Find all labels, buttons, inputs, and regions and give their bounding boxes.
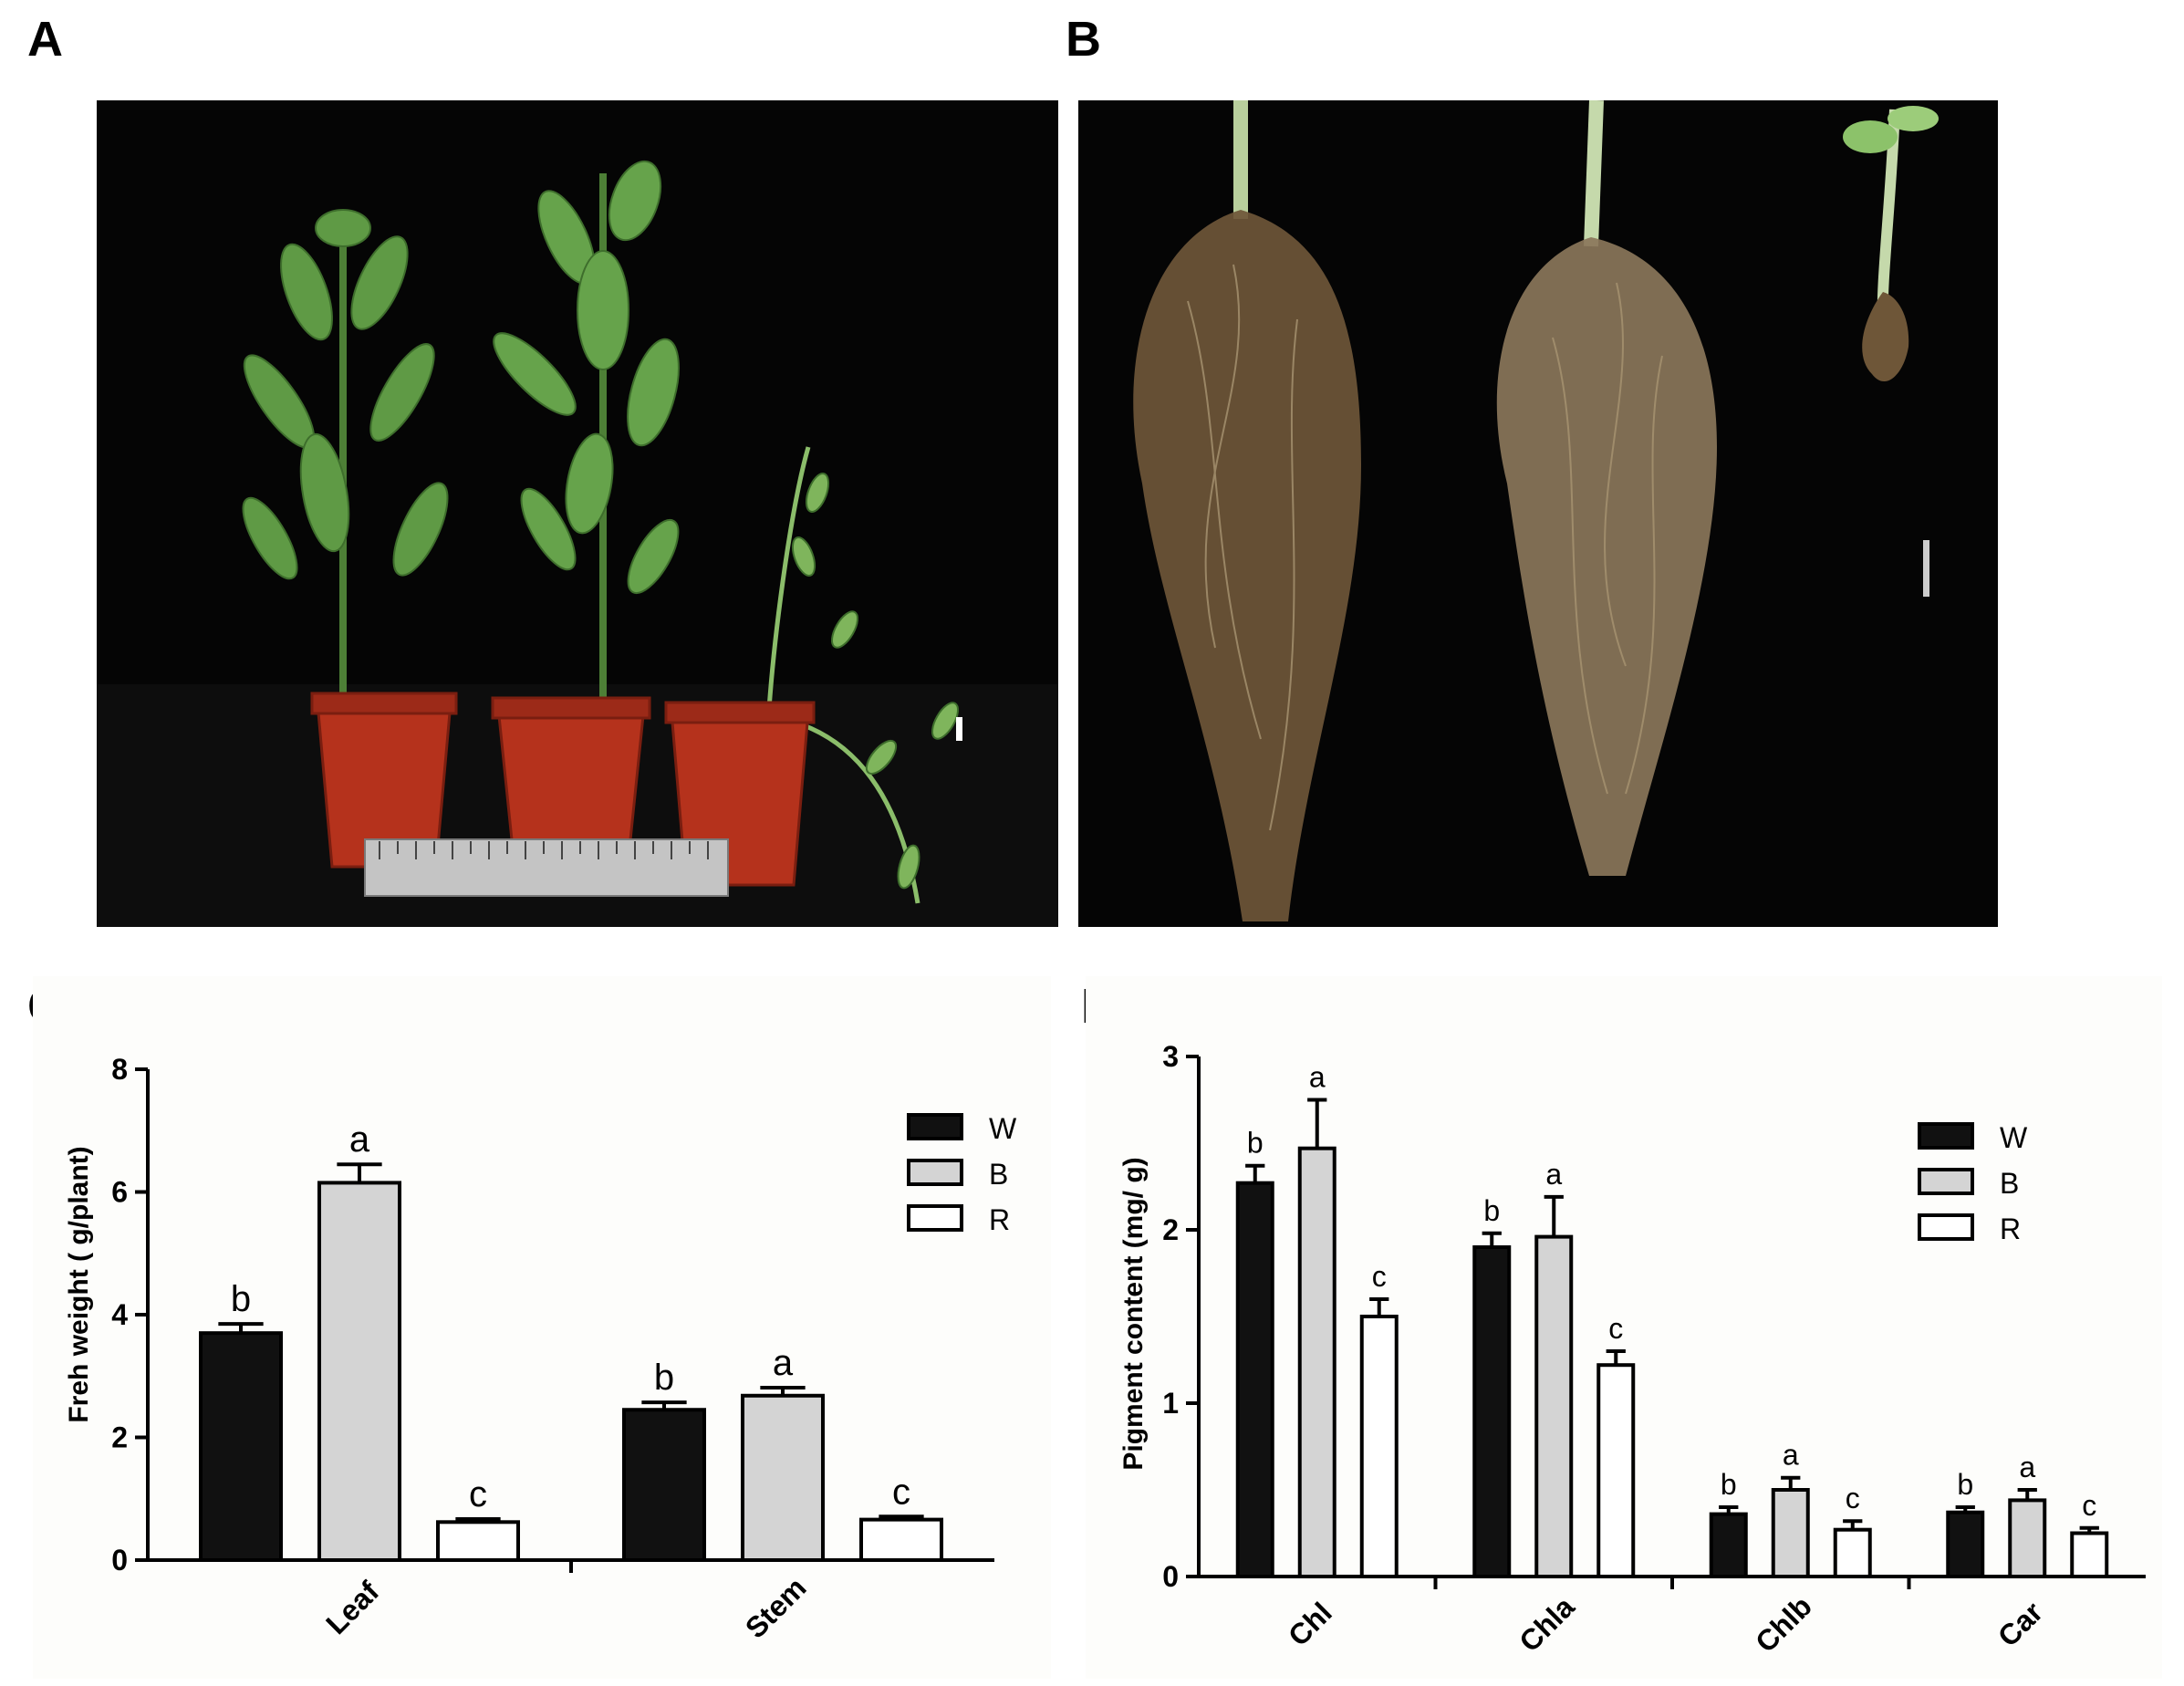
root-mass-middle — [1496, 237, 1717, 876]
scale-bar-a — [956, 717, 962, 741]
panel-a-letter: A — [27, 12, 63, 67]
scale-bar-b — [1923, 540, 1929, 597]
plant-left — [242, 209, 449, 702]
roots-illustration — [1133, 100, 1939, 921]
c-y-tick-label: 2 — [111, 1421, 128, 1454]
root-stem-middle — [1584, 100, 1604, 247]
c-bar-B-stem — [741, 1393, 825, 1563]
chart-c-background — [33, 976, 1051, 1679]
c-y-tick-label: 4 — [111, 1298, 128, 1331]
ruler — [364, 838, 729, 897]
plants-illustration — [97, 160, 1058, 927]
c-bar-W-leaf — [199, 1331, 283, 1563]
photo-plants — [97, 100, 1058, 927]
c-significance-letter: c — [469, 1474, 487, 1514]
c-significance-letter: c — [892, 1472, 910, 1512]
plant-right — [764, 446, 959, 904]
c-y-tick-label: 6 — [111, 1176, 128, 1209]
c-legend-swatch-W — [907, 1113, 963, 1140]
c-significance-letter: a — [773, 1343, 794, 1383]
c-legend-label-W: W — [989, 1112, 1017, 1145]
c-legend-label-R: R — [989, 1203, 1010, 1236]
c-bar-R-leaf — [436, 1520, 520, 1563]
c-bar-R-stem — [859, 1517, 943, 1562]
c-bar-B-leaf — [317, 1181, 401, 1562]
c-significance-letter: b — [231, 1279, 251, 1319]
panel-b-letter: B — [1066, 12, 1101, 67]
chart-c-ylabel: Freh weight ( g/plant) — [64, 1146, 94, 1422]
c-legend-swatch-R — [907, 1204, 963, 1232]
c-legend-label-B: B — [989, 1158, 1008, 1191]
c-y-tick-label: 8 — [111, 1053, 128, 1086]
plant-middle — [493, 160, 680, 702]
root-mass-right — [1862, 292, 1909, 382]
c-significance-letter: b — [654, 1358, 674, 1398]
c-legend-swatch-B — [907, 1159, 963, 1186]
photo-roots — [1078, 100, 1998, 927]
root-mass-left — [1133, 210, 1361, 921]
c-y-tick-label: 0 — [111, 1544, 128, 1577]
c-significance-letter: a — [349, 1119, 370, 1160]
c-bar-W-stem — [622, 1408, 706, 1563]
